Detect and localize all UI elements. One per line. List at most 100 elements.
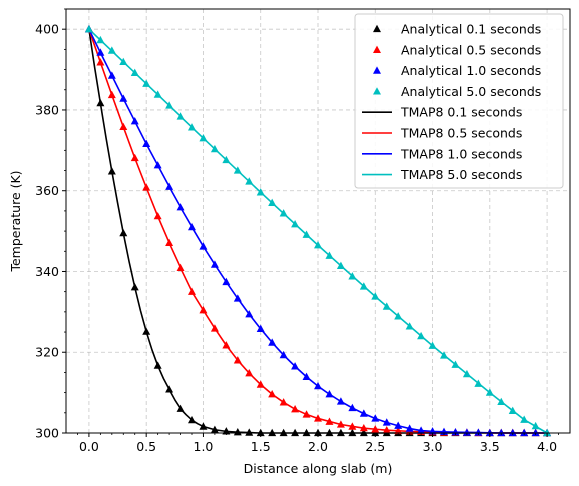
data-point bbox=[107, 71, 116, 79]
data-point bbox=[256, 428, 265, 437]
data-point bbox=[451, 360, 460, 368]
data-point bbox=[314, 414, 322, 422]
data-point bbox=[142, 327, 151, 335]
x-tick-label: 3.0 bbox=[423, 439, 443, 454]
data-point bbox=[336, 420, 345, 428]
data-point bbox=[233, 294, 242, 302]
data-point bbox=[394, 426, 403, 435]
data-point bbox=[256, 188, 265, 196]
data-point bbox=[165, 101, 174, 109]
x-axis-title: Distance along slab (m) bbox=[244, 461, 393, 476]
legend-marker bbox=[373, 87, 381, 95]
data-point bbox=[348, 272, 357, 280]
data-point bbox=[302, 410, 311, 418]
y-tick-label: 340 bbox=[35, 264, 59, 279]
data-point bbox=[336, 397, 345, 405]
data-point bbox=[188, 222, 196, 231]
data-point bbox=[314, 381, 322, 390]
x-tick-label: 4.0 bbox=[537, 439, 557, 454]
y-tick-label: 400 bbox=[35, 22, 59, 37]
data-point bbox=[233, 166, 242, 174]
data-point bbox=[210, 260, 219, 268]
data-point bbox=[107, 167, 116, 175]
data-point bbox=[348, 422, 357, 430]
data-point bbox=[371, 292, 380, 300]
data-point bbox=[291, 362, 300, 370]
data-point bbox=[142, 139, 151, 148]
legend-marker bbox=[373, 45, 381, 53]
data-point bbox=[417, 426, 426, 434]
legend-label: Analytical 0.1 seconds bbox=[401, 22, 541, 37]
data-point bbox=[485, 428, 494, 437]
x-tick-label: 0.0 bbox=[79, 439, 99, 454]
data-point bbox=[382, 425, 391, 434]
series-layer bbox=[84, 24, 552, 437]
data-point bbox=[165, 238, 174, 246]
data-point bbox=[485, 388, 494, 396]
data-point bbox=[348, 428, 357, 437]
data-point bbox=[199, 306, 208, 314]
data-point bbox=[176, 203, 185, 211]
data-point bbox=[417, 331, 426, 340]
legend-label: TMAP8 5.0 seconds bbox=[400, 167, 522, 182]
data-point bbox=[165, 385, 174, 393]
data-point bbox=[107, 46, 116, 54]
x-tick-label: 2.5 bbox=[365, 439, 385, 454]
data-point bbox=[153, 90, 162, 98]
data-point bbox=[382, 418, 391, 426]
data-point bbox=[325, 428, 334, 437]
data-point bbox=[130, 68, 139, 76]
series-markers bbox=[84, 24, 552, 437]
data-point bbox=[96, 35, 105, 44]
data-point bbox=[188, 415, 196, 424]
data-point bbox=[233, 356, 242, 364]
data-point bbox=[336, 428, 345, 437]
data-point bbox=[245, 177, 254, 185]
data-point bbox=[520, 415, 529, 423]
data-point bbox=[188, 123, 196, 131]
data-point bbox=[119, 94, 128, 102]
data-point bbox=[279, 398, 288, 406]
series-line bbox=[88, 28, 548, 434]
data-point bbox=[291, 220, 300, 228]
data-point bbox=[245, 428, 254, 436]
legend-marker bbox=[373, 24, 381, 33]
data-point bbox=[359, 409, 368, 417]
data-point bbox=[462, 428, 471, 436]
data-point bbox=[176, 404, 185, 412]
data-point bbox=[508, 406, 517, 414]
data-point bbox=[325, 390, 334, 398]
x-tick-label: 2.0 bbox=[308, 439, 328, 454]
data-point bbox=[520, 428, 529, 437]
data-point bbox=[119, 57, 128, 66]
data-point bbox=[497, 428, 506, 437]
data-point bbox=[508, 428, 517, 437]
y-axis-title: Temperature (K) bbox=[8, 170, 23, 272]
data-point bbox=[405, 322, 414, 330]
data-point bbox=[96, 48, 105, 56]
data-point bbox=[119, 122, 128, 131]
data-point bbox=[233, 427, 242, 436]
data-point bbox=[497, 397, 506, 406]
data-point bbox=[153, 361, 162, 369]
data-point bbox=[210, 425, 219, 433]
data-point bbox=[325, 251, 334, 259]
x-tick-label: 1.0 bbox=[194, 439, 214, 454]
data-point bbox=[451, 427, 460, 436]
data-point bbox=[531, 421, 540, 430]
data-point bbox=[130, 153, 139, 162]
data-point bbox=[531, 428, 540, 437]
data-point bbox=[142, 79, 151, 87]
series-markers bbox=[84, 24, 552, 437]
data-point bbox=[336, 261, 345, 269]
data-point bbox=[84, 24, 93, 33]
data-point bbox=[222, 341, 231, 349]
data-point bbox=[474, 428, 483, 436]
data-point bbox=[359, 428, 368, 437]
data-point bbox=[176, 263, 185, 271]
x-tick-label: 0.5 bbox=[136, 439, 156, 454]
data-point bbox=[302, 372, 311, 381]
data-point bbox=[291, 404, 300, 413]
data-point bbox=[153, 211, 162, 220]
